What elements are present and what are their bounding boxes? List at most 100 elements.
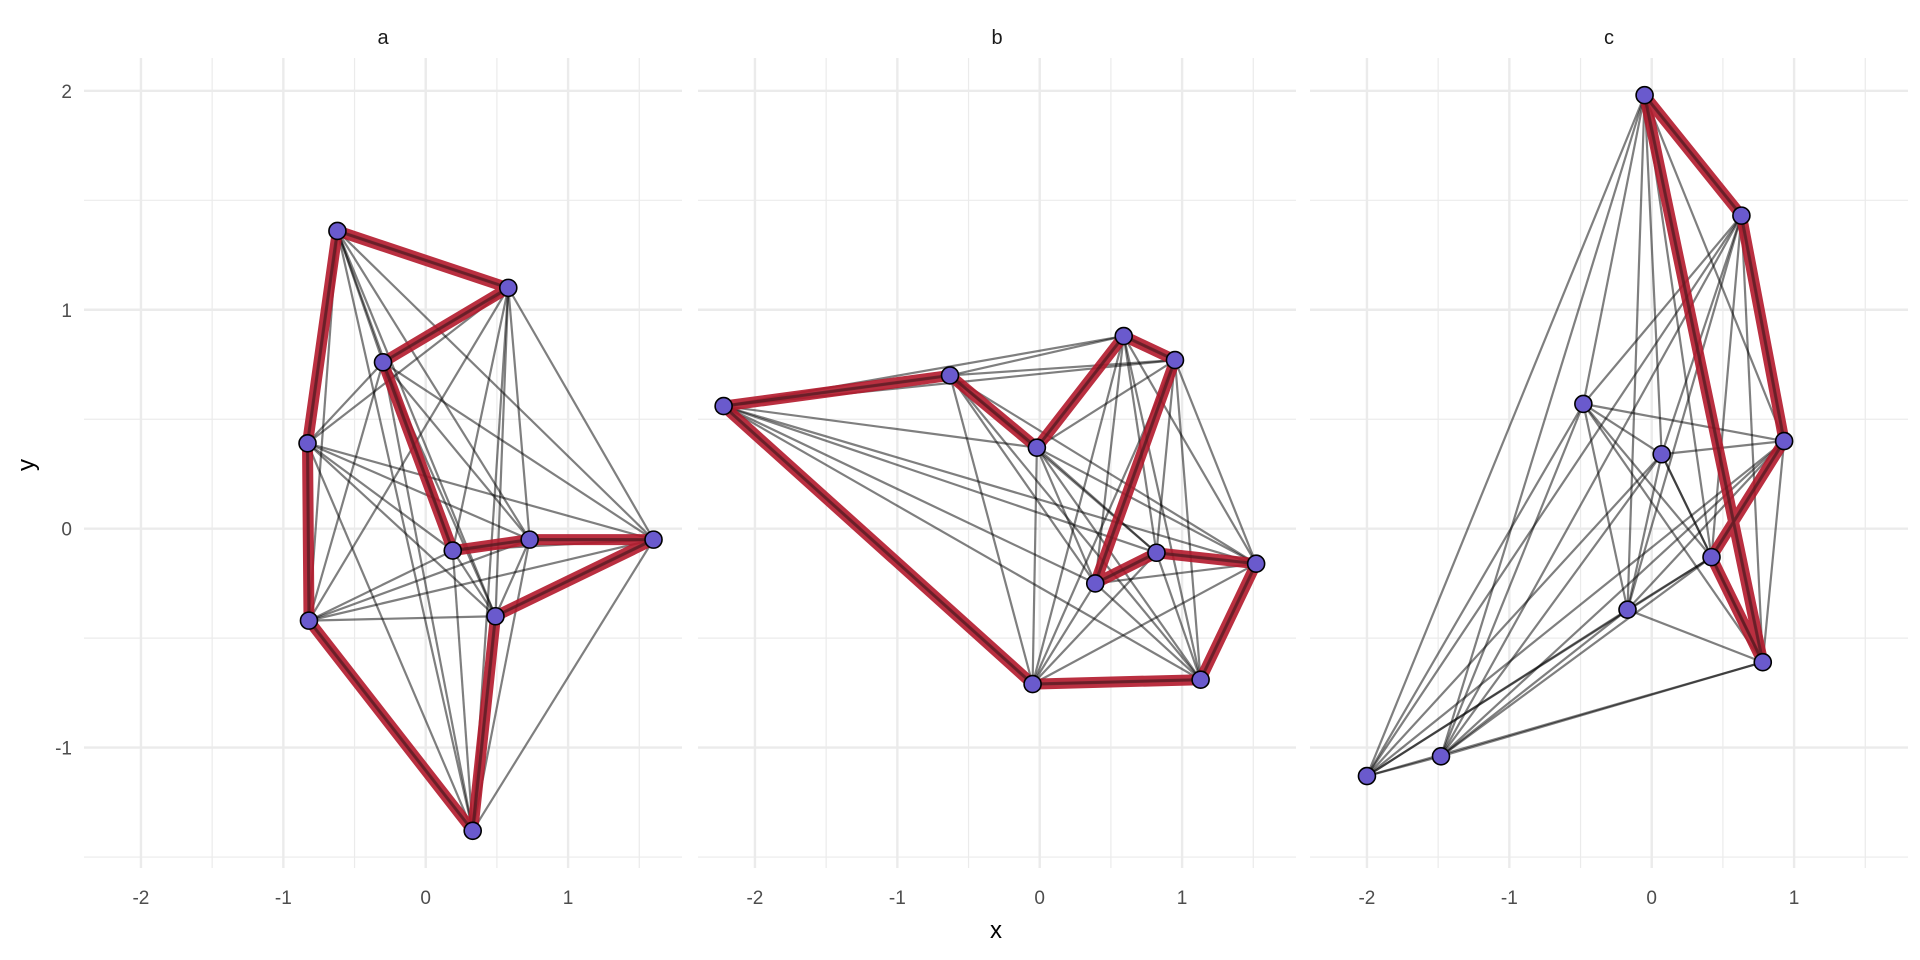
x-tick-label: -1 (889, 888, 906, 909)
edge (723, 404, 1038, 449)
edge (1365, 94, 1646, 777)
tour-path (1639, 89, 1790, 668)
edge (1582, 402, 1663, 456)
edge (1094, 335, 1125, 584)
y-axis-title: y (13, 459, 40, 471)
data-point (1652, 444, 1671, 464)
edge (1439, 94, 1646, 757)
edge (723, 405, 1257, 565)
data-point (1085, 574, 1105, 593)
edge (306, 442, 474, 832)
data-point (520, 530, 539, 549)
data-point (299, 611, 319, 630)
y-tick-label: 2 (61, 82, 72, 103)
data-point (1635, 85, 1654, 105)
data-point (463, 821, 483, 841)
edge (471, 539, 655, 832)
x-tick-label: -2 (132, 888, 149, 909)
panel-a: a -2 -1 0 1 -1 0 1 2 (55, 27, 682, 909)
points (298, 221, 663, 841)
edge (336, 230, 497, 617)
edges (722, 334, 1258, 686)
edge (336, 230, 655, 541)
y-tick-label: -1 (55, 739, 72, 760)
edge (1095, 562, 1257, 585)
edge (1626, 215, 1743, 610)
edge (494, 539, 531, 617)
edge (1031, 335, 1125, 685)
data-point (498, 278, 518, 298)
data-point (328, 221, 347, 241)
edge (308, 538, 531, 622)
data-point (298, 433, 317, 453)
data-point (1114, 326, 1134, 346)
edge (1366, 215, 1743, 777)
edge (1031, 447, 1038, 685)
panel-b: b -2 -1 0 1 (698, 27, 1296, 909)
edge (451, 549, 497, 617)
x-tick-label: 0 (420, 888, 431, 909)
edge (307, 361, 385, 621)
x-tick-label: 0 (1646, 888, 1657, 909)
edge (1122, 335, 1202, 680)
edge (1031, 552, 1158, 685)
edge (382, 361, 531, 541)
edge (1626, 95, 1646, 610)
edge (1155, 552, 1202, 681)
tour-path (302, 225, 659, 837)
edge (494, 287, 510, 617)
data-point (373, 352, 393, 372)
edge (1626, 454, 1663, 610)
edge (308, 287, 510, 622)
facet-label-c: c (1604, 27, 1614, 49)
x-tick-label: -1 (275, 888, 292, 909)
grid (698, 58, 1296, 868)
data-point (1023, 674, 1042, 694)
data-point (714, 396, 733, 416)
edge (382, 361, 655, 541)
edge (949, 374, 1257, 565)
edge (949, 374, 1097, 585)
edge (1582, 403, 1764, 663)
data-point (1618, 600, 1637, 619)
edge (1710, 215, 1743, 558)
edge (308, 549, 454, 622)
edge (1582, 95, 1646, 405)
panel-c: c -2 -1 0 1 (1310, 27, 1908, 909)
edge (1173, 359, 1258, 565)
data-point (443, 541, 463, 560)
edge (306, 442, 454, 552)
y-tick-label: 1 (61, 301, 72, 322)
edge (1643, 94, 1786, 442)
edge (308, 615, 496, 622)
edge (1036, 446, 1257, 565)
edge (308, 538, 654, 622)
edge (949, 359, 1176, 377)
x-axis-title: x (990, 917, 1002, 944)
data-point (1246, 554, 1266, 574)
edge (1036, 446, 1158, 554)
edge (1035, 447, 1202, 681)
edge (307, 442, 531, 541)
facet-label-a: a (377, 27, 389, 49)
edge (1582, 403, 1629, 610)
edge (723, 405, 1202, 681)
data-point (1147, 543, 1166, 563)
edge (1366, 608, 1629, 777)
x-tick-label: 1 (563, 888, 574, 909)
data-point (1431, 747, 1451, 766)
edge (723, 405, 1096, 585)
edge (336, 230, 531, 541)
edge (1155, 360, 1177, 553)
edge (1035, 447, 1097, 584)
data-point (1702, 547, 1721, 567)
edge (507, 287, 655, 541)
data-point (1774, 431, 1794, 451)
edge (1627, 608, 1764, 664)
edge (1122, 335, 1258, 565)
edge (1366, 453, 1663, 777)
edge (1366, 755, 1442, 778)
edge (1173, 360, 1202, 680)
edge (451, 287, 510, 551)
